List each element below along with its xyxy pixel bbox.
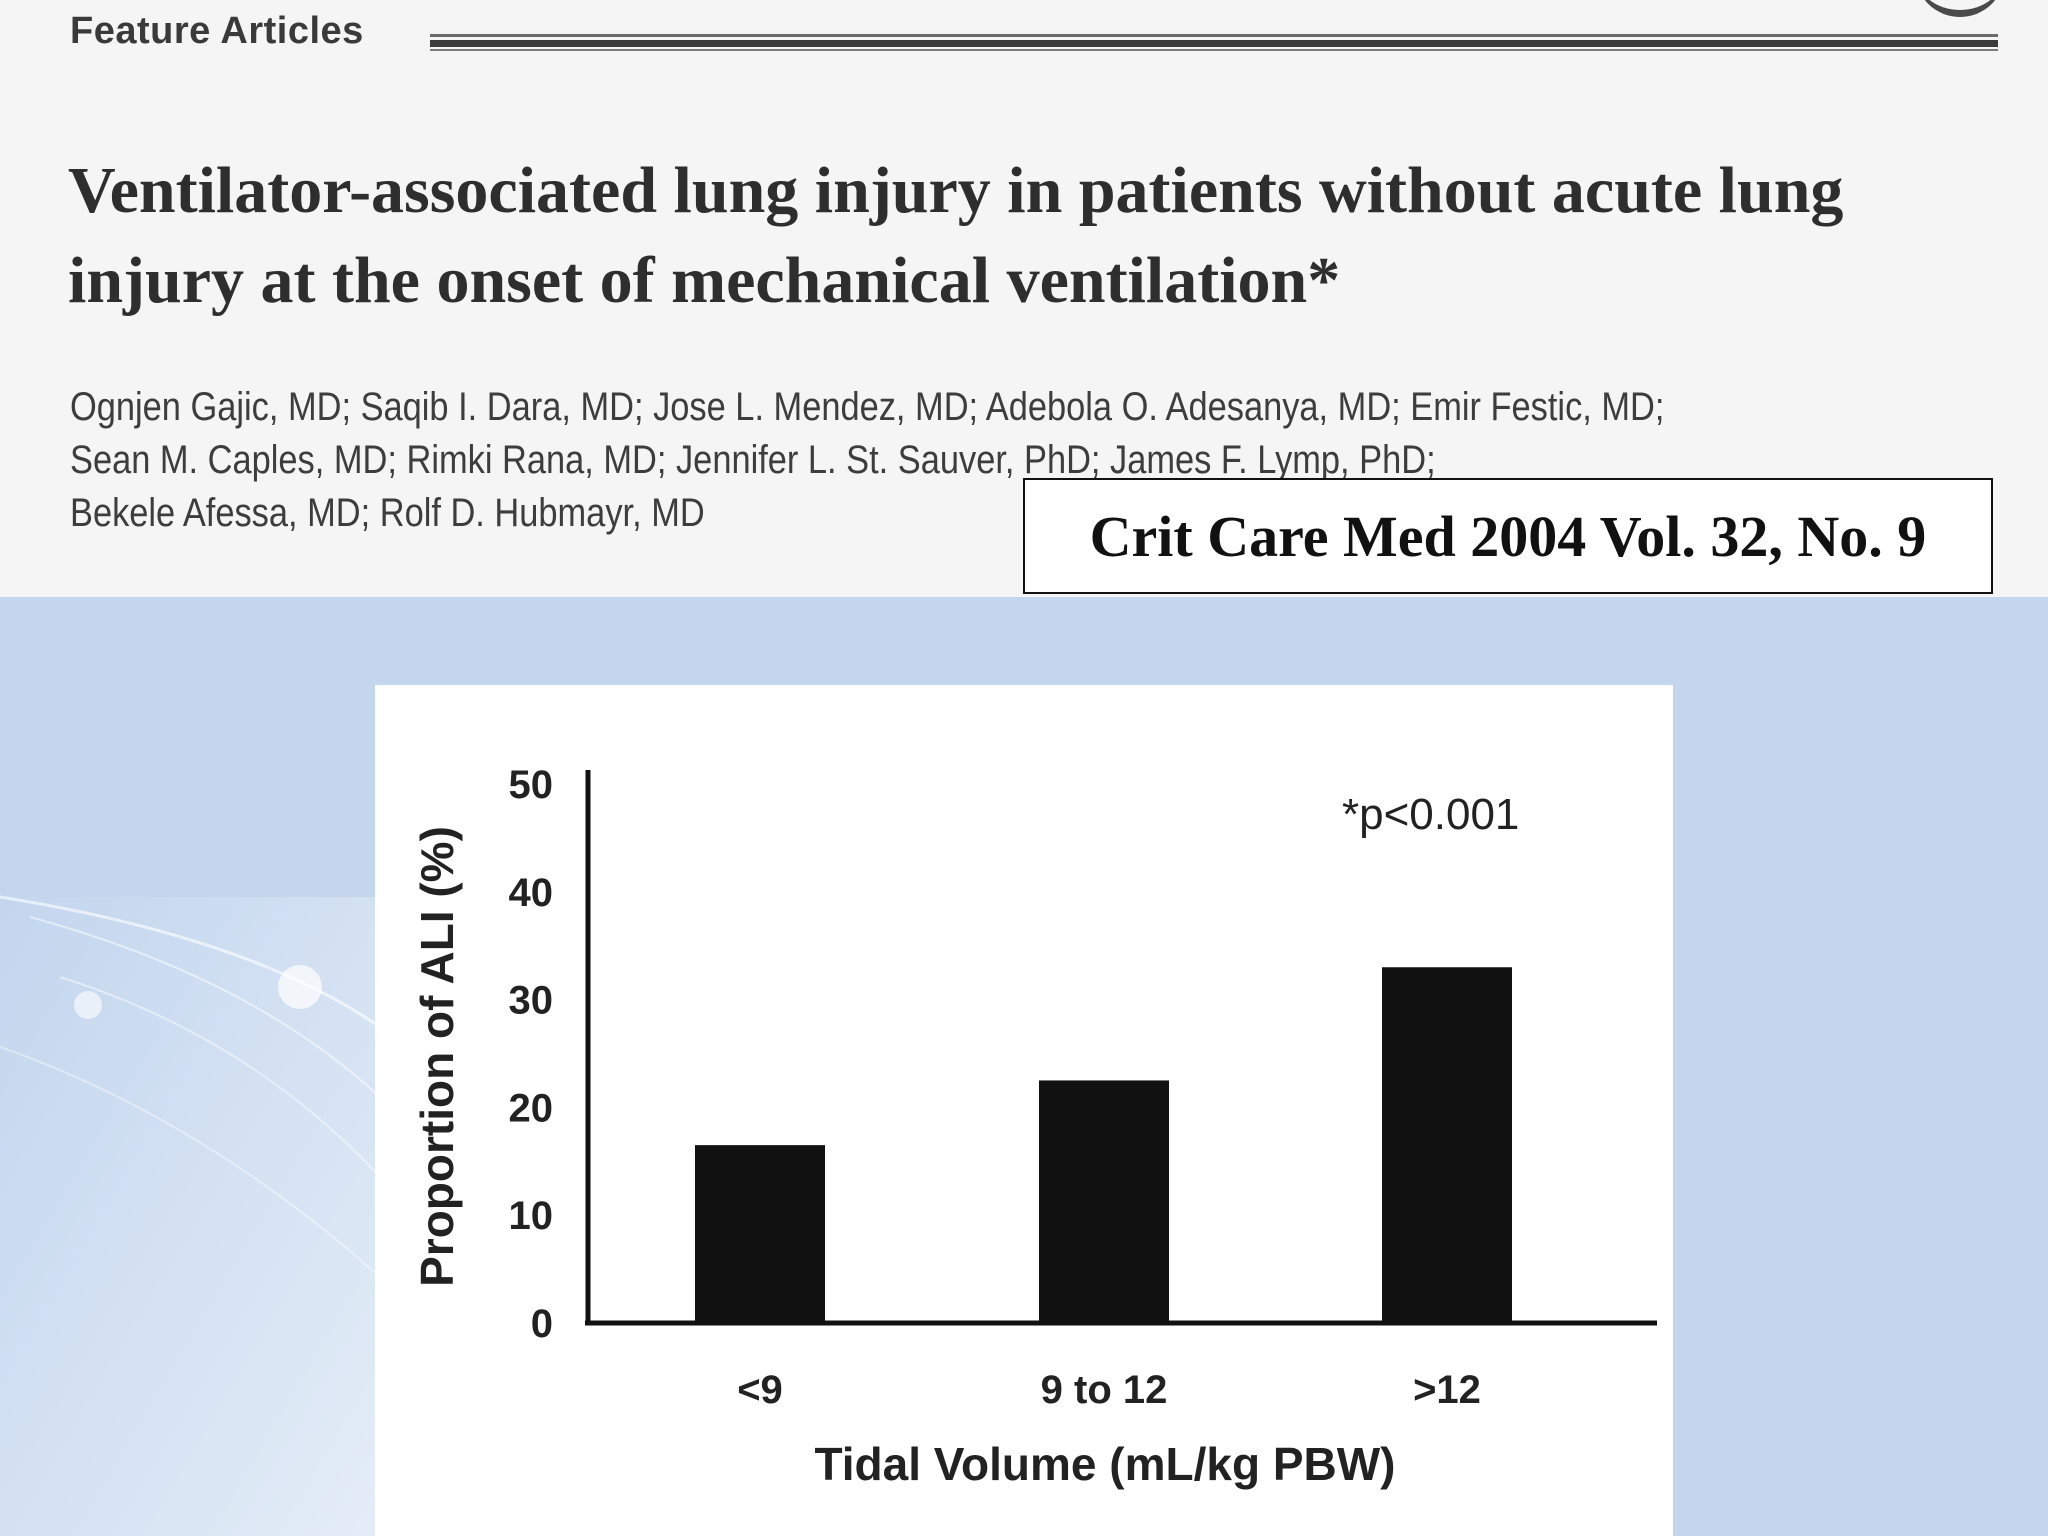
section-label: Feature Articles	[70, 10, 364, 52]
background-decoration	[0, 895, 381, 1536]
y-tick-label: 20	[509, 1086, 554, 1130]
bars	[695, 967, 1512, 1323]
bar-0	[695, 1145, 825, 1323]
x-tick-label: >12	[1413, 1368, 1481, 1412]
article-title-line-1: Ventilator-associated lung injury in pat…	[68, 154, 1844, 227]
y-tick-label: 40	[509, 871, 554, 915]
article-title: Ventilator-associated lung injury in pat…	[68, 146, 2008, 326]
bar-2	[1382, 967, 1512, 1323]
section-divider	[430, 34, 1998, 52]
bar-chart: 0 10 20 30 40 50 <9 9 to 12 >12 Proportion of A…	[411, 763, 1657, 1490]
journal-logo-arc	[1915, 0, 2005, 17]
citation-text: Crit Care Med 2004 Vol. 32, No. 9	[1089, 503, 1927, 569]
significance-annotation: *p<0.001	[1342, 790, 1519, 839]
y-tick-label: 50	[509, 763, 554, 807]
x-tick-label: 9 to 12	[1041, 1368, 1168, 1412]
x-axis-title: Tidal Volume (mL/kg PBW)	[815, 1438, 1396, 1490]
author-line-1: Ognjen Gajic, MD; Saqib I. Dara, MD; Jos…	[70, 385, 1665, 429]
author-line-3: Bekele Afessa, MD; Rolf D. Hubmayr, MD	[70, 491, 705, 535]
y-tick-label: 10	[509, 1194, 554, 1238]
y-axis-ticks: 0 10 20 30 40 50	[509, 763, 554, 1346]
article-title-line-2: injury at the onset of mechanical ventil…	[68, 244, 1341, 317]
citation-box: Crit Care Med 2004 Vol. 32, No. 9	[1023, 478, 1993, 594]
bar-1	[1039, 1080, 1169, 1323]
chart-panel: 0 10 20 30 40 50 <9 9 to 12 >12 Proportion of A…	[375, 685, 1673, 1536]
x-tick-label: <9	[737, 1368, 783, 1412]
x-axis-ticks: <9 9 to 12 >12	[737, 1368, 1481, 1412]
y-tick-label: 0	[531, 1302, 553, 1346]
y-tick-label: 30	[509, 979, 554, 1023]
author-list: Ognjen Gajic, MD; Saqib I. Dara, MD; Jos…	[70, 381, 1730, 540]
author-line-2: Sean M. Caples, MD; Rimki Rana, MD; Jenn…	[70, 438, 1436, 482]
y-axis-title: Proportion of ALI (%)	[411, 826, 463, 1287]
article-header: Feature Articles Ventilator-associated l…	[0, 0, 2048, 597]
